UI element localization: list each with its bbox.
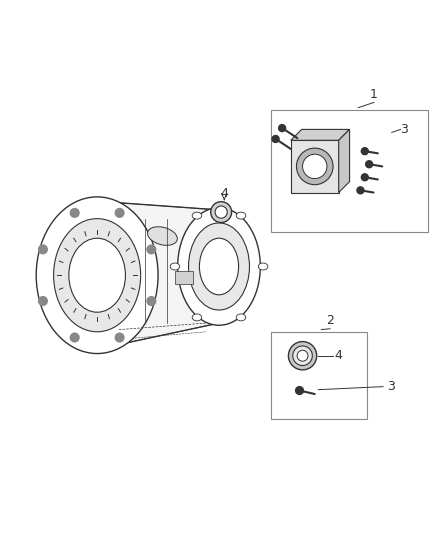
Ellipse shape [288, 342, 317, 370]
Ellipse shape [188, 223, 250, 310]
Text: 3: 3 [387, 379, 395, 393]
Polygon shape [339, 130, 350, 192]
Ellipse shape [297, 350, 308, 361]
Circle shape [366, 161, 373, 168]
Ellipse shape [192, 314, 202, 321]
Ellipse shape [199, 238, 239, 295]
Ellipse shape [293, 346, 312, 366]
Bar [271, 110, 428, 232]
Text: 4: 4 [220, 187, 228, 200]
Text: 3: 3 [400, 123, 408, 136]
Ellipse shape [170, 263, 180, 270]
Circle shape [115, 333, 124, 342]
Ellipse shape [236, 212, 246, 219]
Circle shape [39, 245, 47, 254]
Ellipse shape [258, 263, 268, 270]
Circle shape [272, 135, 279, 142]
Ellipse shape [215, 206, 227, 218]
Circle shape [297, 148, 333, 184]
Bar [291, 140, 339, 192]
Bar [271, 332, 367, 419]
Bar [176, 271, 193, 284]
Ellipse shape [178, 208, 260, 325]
Ellipse shape [236, 314, 246, 321]
Text: 4: 4 [335, 349, 343, 362]
Circle shape [296, 386, 304, 394]
Circle shape [39, 297, 47, 305]
Circle shape [115, 208, 124, 217]
Circle shape [279, 125, 286, 132]
Circle shape [71, 333, 79, 342]
Circle shape [361, 174, 368, 181]
Ellipse shape [36, 197, 158, 353]
Polygon shape [291, 130, 350, 140]
Text: 1: 1 [370, 88, 378, 101]
Circle shape [361, 148, 368, 155]
Circle shape [147, 245, 156, 254]
Ellipse shape [192, 212, 202, 219]
Ellipse shape [211, 201, 232, 223]
Ellipse shape [69, 238, 125, 312]
Polygon shape [97, 201, 219, 349]
Ellipse shape [53, 219, 141, 332]
Ellipse shape [148, 227, 177, 245]
Circle shape [303, 154, 327, 179]
Text: 2: 2 [326, 314, 334, 327]
Circle shape [357, 187, 364, 194]
Circle shape [71, 208, 79, 217]
Circle shape [147, 297, 156, 305]
